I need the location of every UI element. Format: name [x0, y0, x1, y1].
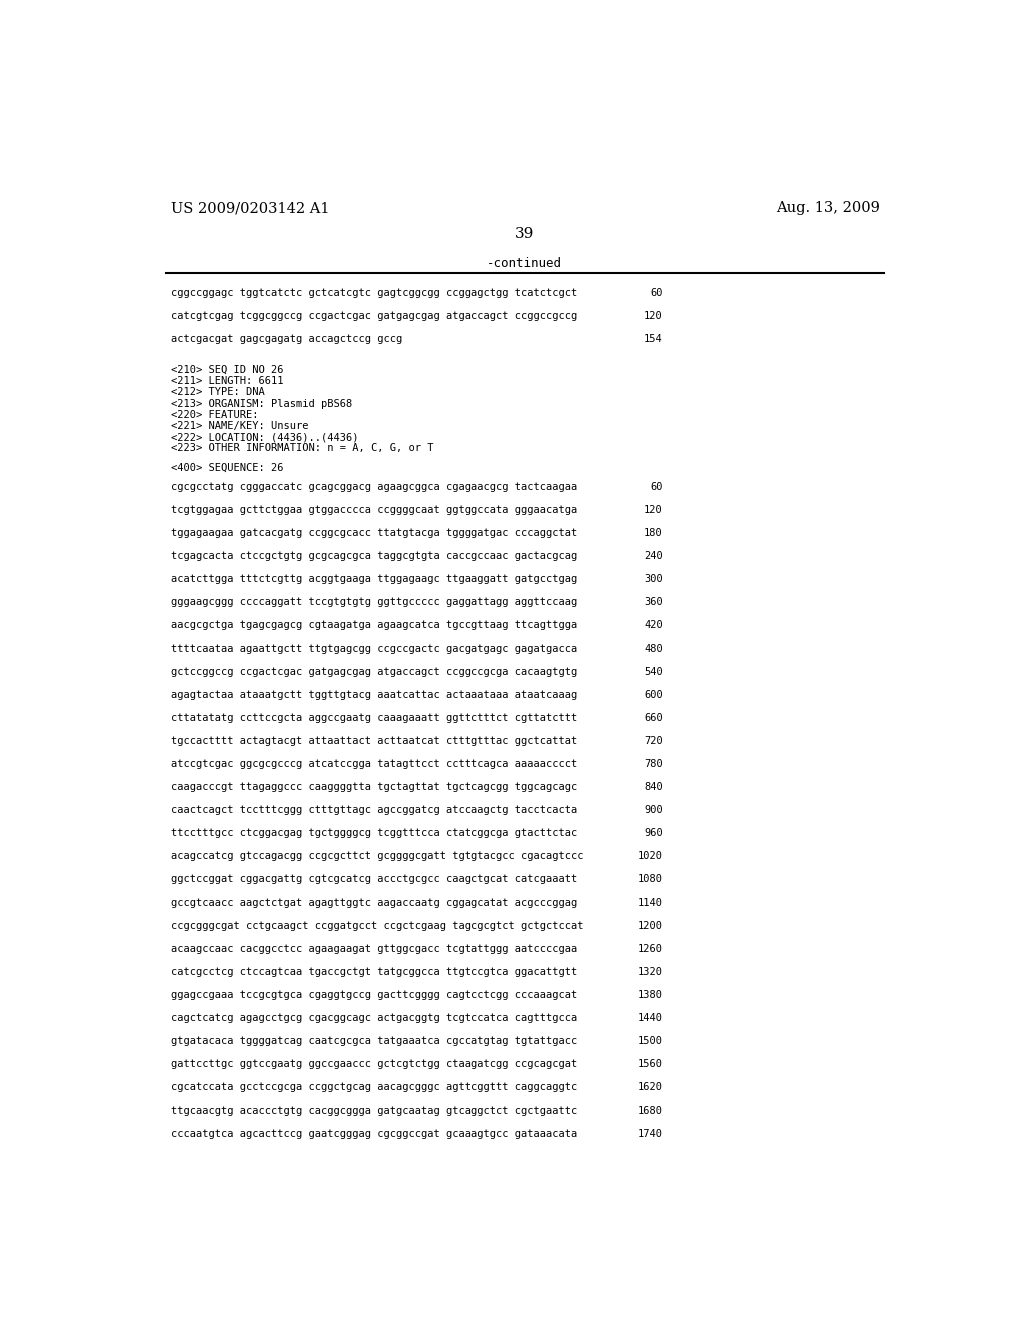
Text: cggccggagc tggtcatctc gctcatcgtc gagtcggcgg ccggagctgg tcatctcgct: cggccggagc tggtcatctc gctcatcgtc gagtcgg… — [171, 288, 577, 298]
Text: 154: 154 — [644, 334, 663, 345]
Text: 600: 600 — [644, 689, 663, 700]
Text: actcgacgat gagcgagatg accagctccg gccg: actcgacgat gagcgagatg accagctccg gccg — [171, 334, 401, 345]
Text: 780: 780 — [644, 759, 663, 770]
Text: 720: 720 — [644, 737, 663, 746]
Text: 660: 660 — [644, 713, 663, 723]
Text: ccgcgggcgat cctgcaagct ccggatgcct ccgctcgaag tagcgcgtct gctgctccat: ccgcgggcgat cctgcaagct ccggatgcct ccgctc… — [171, 921, 583, 931]
Text: 1440: 1440 — [638, 1014, 663, 1023]
Text: gctccggccg ccgactcgac gatgagcgag atgaccagct ccggccgcga cacaagtgtg: gctccggccg ccgactcgac gatgagcgag atgacca… — [171, 667, 577, 677]
Text: atccgtcgac ggcgcgcccg atcatccgga tatagttcct cctttcagca aaaaacccct: atccgtcgac ggcgcgcccg atcatccgga tatagtt… — [171, 759, 577, 770]
Text: tggagaagaa gatcacgatg ccggcgcacc ttatgtacga tggggatgac cccaggctat: tggagaagaa gatcacgatg ccggcgcacc ttatgta… — [171, 528, 577, 539]
Text: cgcatccata gcctccgcga ccggctgcag aacagcgggc agttcggttt caggcaggtc: cgcatccata gcctccgcga ccggctgcag aacagcg… — [171, 1082, 577, 1093]
Text: <223> OTHER INFORMATION: n = A, C, G, or T: <223> OTHER INFORMATION: n = A, C, G, or… — [171, 444, 433, 453]
Text: 1740: 1740 — [638, 1129, 663, 1139]
Text: <213> ORGANISM: Plasmid pBS68: <213> ORGANISM: Plasmid pBS68 — [171, 399, 352, 409]
Text: 540: 540 — [644, 667, 663, 677]
Text: <220> FEATURE:: <220> FEATURE: — [171, 409, 258, 420]
Text: gccgtcaacc aagctctgat agagttggtc aagaccaatg cggagcatat acgcccggag: gccgtcaacc aagctctgat agagttggtc aagacca… — [171, 898, 577, 908]
Text: ggctccggat cggacgattg cgtcgcatcg accctgcgcc caagctgcat catcgaaatt: ggctccggat cggacgattg cgtcgcatcg accctgc… — [171, 875, 577, 884]
Text: 900: 900 — [644, 805, 663, 816]
Text: 360: 360 — [644, 598, 663, 607]
Text: caactcagct tcctttcggg ctttgttagc agccggatcg atccaagctg tacctcacta: caactcagct tcctttcggg ctttgttagc agccgga… — [171, 805, 577, 816]
Text: <222> LOCATION: (4436)..(4436): <222> LOCATION: (4436)..(4436) — [171, 432, 358, 442]
Text: ttgcaacgtg acaccctgtg cacggcggga gatgcaatag gtcaggctct cgctgaattc: ttgcaacgtg acaccctgtg cacggcggga gatgcaa… — [171, 1106, 577, 1115]
Text: 1140: 1140 — [638, 898, 663, 908]
Text: catcgtcgag tcggcggccg ccgactcgac gatgagcgag atgaccagct ccggccgccg: catcgtcgag tcggcggccg ccgactcgac gatgagc… — [171, 312, 577, 321]
Text: gggaagcggg ccccaggatt tccgtgtgtg ggttgccccc gaggattagg aggttccaag: gggaagcggg ccccaggatt tccgtgtgtg ggttgcc… — [171, 598, 577, 607]
Text: 300: 300 — [644, 574, 663, 585]
Text: cagctcatcg agagcctgcg cgacggcagc actgacggtg tcgtccatca cagtttgcca: cagctcatcg agagcctgcg cgacggcagc actgacg… — [171, 1014, 577, 1023]
Text: 1680: 1680 — [638, 1106, 663, 1115]
Text: 1500: 1500 — [638, 1036, 663, 1047]
Text: 420: 420 — [644, 620, 663, 631]
Text: 240: 240 — [644, 552, 663, 561]
Text: tcgtggagaa gcttctggaa gtggacccca ccggggcaat ggtggccata gggaacatga: tcgtggagaa gcttctggaa gtggacccca ccggggc… — [171, 506, 577, 515]
Text: -continued: -continued — [487, 257, 562, 271]
Text: 1080: 1080 — [638, 875, 663, 884]
Text: ttcctttgcc ctcggacgag tgctggggcg tcggtttcca ctatcggcga gtacttctac: ttcctttgcc ctcggacgag tgctggggcg tcggttt… — [171, 829, 577, 838]
Text: <212> TYPE: DNA: <212> TYPE: DNA — [171, 388, 264, 397]
Text: gtgatacaca tggggatcag caatcgcgca tatgaaatca cgccatgtag tgtattgacc: gtgatacaca tggggatcag caatcgcgca tatgaaa… — [171, 1036, 577, 1047]
Text: tcgagcacta ctccgctgtg gcgcagcgca taggcgtgta caccgccaac gactacgcag: tcgagcacta ctccgctgtg gcgcagcgca taggcgt… — [171, 552, 577, 561]
Text: ggagccgaaa tccgcgtgca cgaggtgccg gacttcgggg cagtcctcgg cccaaagcat: ggagccgaaa tccgcgtgca cgaggtgccg gacttcg… — [171, 990, 577, 1001]
Text: <210> SEQ ID NO 26: <210> SEQ ID NO 26 — [171, 366, 283, 375]
Text: acaagccaac cacggcctcc agaagaagat gttggcgacc tcgtattggg aatccccgaa: acaagccaac cacggcctcc agaagaagat gttggcg… — [171, 944, 577, 954]
Text: <400> SEQUENCE: 26: <400> SEQUENCE: 26 — [171, 462, 283, 473]
Text: <211> LENGTH: 6611: <211> LENGTH: 6611 — [171, 376, 283, 387]
Text: tgccactttt actagtacgt attaattact acttaatcat ctttgtttac ggctcattat: tgccactttt actagtacgt attaattact acttaat… — [171, 737, 577, 746]
Text: 1320: 1320 — [638, 966, 663, 977]
Text: US 2009/0203142 A1: US 2009/0203142 A1 — [171, 202, 329, 215]
Text: 1560: 1560 — [638, 1059, 663, 1069]
Text: 840: 840 — [644, 781, 663, 792]
Text: Aug. 13, 2009: Aug. 13, 2009 — [776, 202, 880, 215]
Text: catcgcctcg ctccagtcaa tgaccgctgt tatgcggcca ttgtccgtca ggacattgtt: catcgcctcg ctccagtcaa tgaccgctgt tatgcgg… — [171, 966, 577, 977]
Text: acatcttgga tttctcgttg acggtgaaga ttggagaagc ttgaaggatt gatgcctgag: acatcttgga tttctcgttg acggtgaaga ttggaga… — [171, 574, 577, 585]
Text: <221> NAME/KEY: Unsure: <221> NAME/KEY: Unsure — [171, 421, 308, 430]
Text: gattccttgc ggtccgaatg ggccgaaccc gctcgtctgg ctaagatcgg ccgcagcgat: gattccttgc ggtccgaatg ggccgaaccc gctcgtc… — [171, 1059, 577, 1069]
Text: 180: 180 — [644, 528, 663, 539]
Text: cttatatatg ccttccgcta aggccgaatg caaagaaatt ggttctttct cgttatcttt: cttatatatg ccttccgcta aggccgaatg caaagaa… — [171, 713, 577, 723]
Text: cgcgcctatg cgggaccatc gcagcggacg agaagcggca cgagaacgcg tactcaagaa: cgcgcctatg cgggaccatc gcagcggacg agaagcg… — [171, 482, 577, 492]
Text: 1620: 1620 — [638, 1082, 663, 1093]
Text: 960: 960 — [644, 829, 663, 838]
Text: 1200: 1200 — [638, 921, 663, 931]
Text: aacgcgctga tgagcgagcg cgtaagatga agaagcatca tgccgttaag ttcagttgga: aacgcgctga tgagcgagcg cgtaagatga agaagca… — [171, 620, 577, 631]
Text: 1260: 1260 — [638, 944, 663, 954]
Text: 120: 120 — [644, 312, 663, 321]
Text: cccaatgtca agcacttccg gaatcgggag cgcggccgat gcaaagtgcc gataaacata: cccaatgtca agcacttccg gaatcgggag cgcggcc… — [171, 1129, 577, 1139]
Text: 60: 60 — [650, 482, 663, 492]
Text: acagccatcg gtccagacgg ccgcgcttct gcggggcgatt tgtgtacgcc cgacagtccc: acagccatcg gtccagacgg ccgcgcttct gcggggc… — [171, 851, 583, 862]
Text: 480: 480 — [644, 644, 663, 653]
Text: 1020: 1020 — [638, 851, 663, 862]
Text: agagtactaa ataaatgctt tggttgtacg aaatcattac actaaataaa ataatcaaag: agagtactaa ataaatgctt tggttgtacg aaatcat… — [171, 689, 577, 700]
Text: 120: 120 — [644, 506, 663, 515]
Text: 39: 39 — [515, 227, 535, 240]
Text: 1380: 1380 — [638, 990, 663, 1001]
Text: ttttcaataa agaattgctt ttgtgagcgg ccgccgactc gacgatgagc gagatgacca: ttttcaataa agaattgctt ttgtgagcgg ccgccga… — [171, 644, 577, 653]
Text: 60: 60 — [650, 288, 663, 298]
Text: caagacccgt ttagaggccc caaggggtta tgctagttat tgctcagcgg tggcagcagc: caagacccgt ttagaggccc caaggggtta tgctagt… — [171, 781, 577, 792]
